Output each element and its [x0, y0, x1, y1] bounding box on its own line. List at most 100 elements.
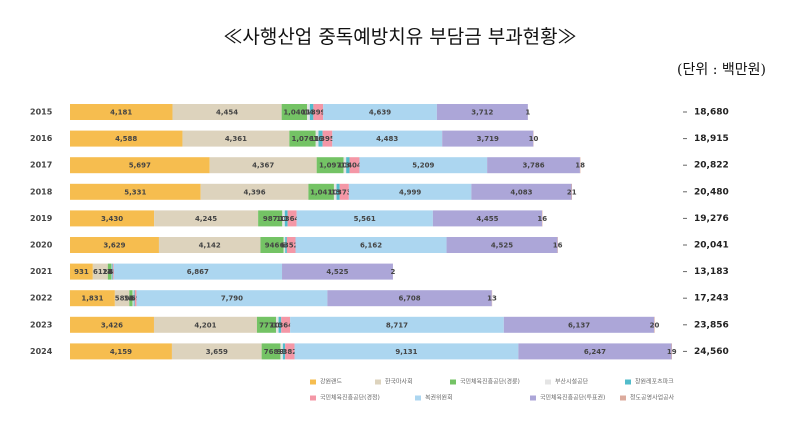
bar-label: 4,588: [115, 135, 137, 143]
bar-label: 63: [280, 242, 290, 250]
bar-label: 168: [313, 135, 328, 143]
bar-segment: [158, 237, 261, 253]
total-label: 19,276: [694, 214, 729, 224]
bar-label: 19: [667, 348, 677, 356]
legend-label: 복권위원회: [425, 394, 453, 402]
bar-label: 8,717: [386, 321, 408, 329]
bar-segment: [436, 104, 528, 120]
bar-label: 5,697: [129, 162, 151, 170]
bar-label: 1: [525, 109, 530, 117]
bar-label: 3,430: [101, 215, 123, 223]
bar-label: 4,639: [369, 109, 391, 117]
bar-segment: [70, 183, 201, 200]
total-label: 18,680: [694, 108, 729, 118]
bar-segment: [182, 130, 290, 147]
bar-label: 5,561: [354, 215, 376, 223]
bar-label: 4,245: [195, 215, 217, 223]
bar-segment: [281, 104, 308, 120]
bar-segment: [332, 130, 443, 147]
legend-label: 국민체육진흥공단(경륜): [460, 378, 520, 386]
bar-segment: [343, 157, 347, 174]
bar-segment: [295, 237, 447, 253]
bar-segment: [70, 210, 155, 227]
y-tick-label: 2022: [30, 294, 52, 303]
bar-segment: [339, 183, 349, 200]
bar-segment: [111, 263, 113, 280]
y-tick-label: 2018: [30, 187, 53, 196]
bar-label: 3,629: [103, 242, 125, 250]
bar-segment: [275, 316, 279, 333]
bar-segment: [318, 130, 323, 147]
legend-label: 부산시설공단: [555, 378, 589, 386]
bar-label: 3,659: [206, 348, 228, 356]
legend-swatch: [620, 395, 626, 401]
bar-segment: [323, 104, 437, 120]
total-label: 20,480: [694, 187, 729, 197]
bar-segment: [70, 237, 159, 253]
bar-segment: [316, 157, 344, 174]
y-tick-label: 2023: [30, 320, 52, 329]
bar-label: 4,159: [110, 348, 132, 356]
bar-label: 1,831: [81, 295, 103, 303]
bar-segment: [256, 316, 276, 333]
total-label: 17,243: [694, 294, 729, 304]
bar-segment: [92, 263, 108, 280]
bar-label: 108: [273, 321, 288, 329]
bar-label: 5,209: [412, 162, 434, 170]
bar-label: 589: [115, 295, 130, 303]
legend-label: 한국마사회: [385, 378, 413, 386]
bar-label: 395: [320, 135, 335, 143]
bar-label: 1,076: [291, 135, 313, 143]
bar-segment: [258, 210, 283, 227]
bar-segment: [172, 104, 282, 120]
legend-swatch: [415, 395, 421, 401]
bar-label: 40: [108, 268, 118, 276]
bar-label: 4,396: [243, 188, 265, 196]
bar-segment: [282, 343, 286, 360]
chart-subtitle: (단위 : 백만원): [677, 62, 766, 78]
bar-label: 96: [279, 348, 289, 356]
bar-label: 4,181: [110, 109, 132, 117]
bar-label: 777: [259, 321, 274, 329]
bar-segment: [70, 157, 210, 174]
bar-segment: [503, 316, 655, 333]
bar-segment: [289, 130, 316, 147]
bar-label: 6,247: [584, 348, 606, 356]
bar-segment: [112, 263, 114, 280]
bar-label: 4,525: [326, 268, 348, 276]
bar-segment: [309, 104, 314, 120]
bar-segment: [348, 183, 472, 200]
bar-label: 13: [487, 295, 497, 303]
bar-label: 40: [107, 268, 117, 276]
y-tick-label: 2020: [30, 241, 53, 250]
bar-label: 68: [281, 242, 291, 250]
bar-segment: [282, 210, 285, 227]
bar-segment: [153, 316, 257, 333]
bar-segment: [154, 210, 259, 227]
bar-segment: [313, 104, 324, 120]
bar-label: 45: [129, 295, 139, 303]
bar-segment: [307, 104, 310, 120]
total-label: 24,560: [694, 347, 729, 357]
bar-segment: [296, 210, 433, 227]
bar-segment: [308, 183, 334, 200]
bar-label: 9,131: [395, 348, 417, 356]
bar-segment: [114, 290, 130, 307]
bar-label: 4,483: [376, 135, 398, 143]
bar-label: 3,719: [477, 135, 499, 143]
bar-segment: [280, 343, 283, 360]
bar-segment: [70, 290, 115, 307]
y-tick-label: 2016: [30, 134, 53, 143]
bar-segment: [70, 130, 183, 147]
bar-segment: [471, 183, 572, 200]
bar-segment: [487, 157, 580, 174]
y-tick-label: 2017: [30, 161, 52, 170]
bar-segment: [286, 237, 296, 253]
bar-label: 1,040: [283, 109, 305, 117]
bar-label: 373: [337, 188, 352, 196]
bar-label: 1,041: [310, 188, 332, 196]
bar-label: 18: [575, 162, 585, 170]
bar-segment: [322, 130, 333, 147]
legend-swatch: [375, 379, 381, 385]
bar-segment: [346, 157, 350, 174]
